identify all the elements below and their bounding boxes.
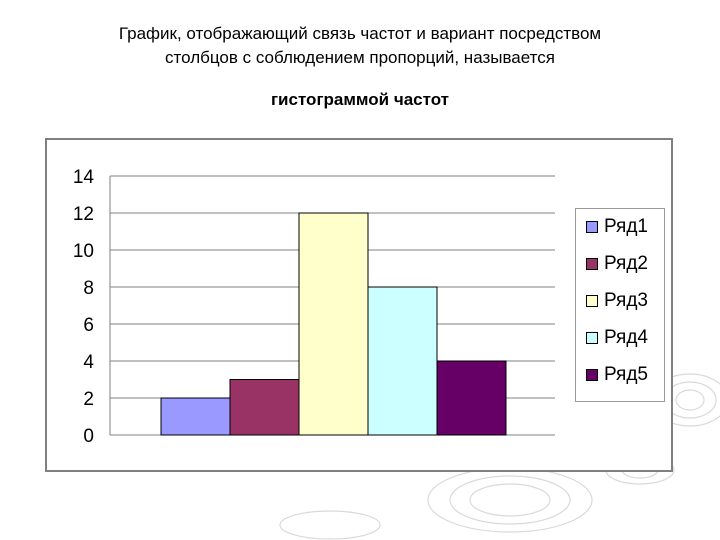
bar-3: [298, 212, 369, 436]
legend-label: Ряд5: [604, 364, 648, 385]
bar-chart: 0 2 4 6 8 10 12 14: [73, 167, 555, 447]
y-tick-label: 4: [83, 352, 94, 373]
chart-frame: 0 2 4 6 8 10 12 14 Ряд1 Ряд2 Ряд3 Ряд4 Ряд5: [45, 138, 673, 472]
y-tick-label: 0: [83, 426, 94, 447]
y-tick-label: 14: [73, 167, 95, 188]
y-tick-label: 10: [73, 241, 94, 262]
legend-item: Ряд2: [586, 253, 648, 275]
bar-4: [367, 286, 438, 436]
legend-item: Ряд1: [586, 216, 648, 238]
legend-item: Ряд3: [586, 290, 648, 312]
legend-label: Ряд2: [604, 253, 648, 274]
legend-label: Ряд3: [604, 290, 648, 311]
chart-legend: Ряд1 Ряд2 Ряд3 Ряд4 Ряд5: [575, 208, 665, 402]
y-tick-label: 6: [83, 315, 94, 336]
slide-subtitle: гистограммой частот: [270, 90, 450, 109]
legend-item: Ряд4: [586, 327, 648, 349]
legend-item: Ряд5: [586, 364, 648, 386]
legend-swatch: [586, 221, 598, 233]
y-tick-label: 12: [73, 204, 94, 225]
legend-label: Ряд1: [604, 216, 648, 237]
legend-swatch: [586, 258, 598, 270]
slide-title: График, отображающий связь частот и вари…: [40, 22, 680, 70]
bar-1: [160, 397, 231, 436]
legend-swatch: [586, 332, 598, 344]
slide-title-line-1: График, отображающий связь частот и вари…: [118, 24, 602, 43]
slide-title-line-2: столбцов с соблюдением пропорций, называ…: [165, 48, 555, 67]
y-tick-label: 8: [83, 278, 94, 299]
legend-label: Ряд4: [604, 327, 648, 348]
legend-swatch: [586, 369, 598, 381]
y-tick-label: 2: [83, 389, 94, 410]
legend-swatch: [586, 295, 598, 307]
bar-2: [229, 379, 300, 436]
bar-5: [436, 360, 507, 436]
